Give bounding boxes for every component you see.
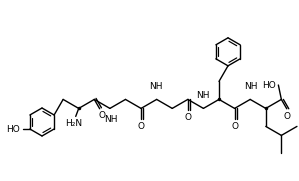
Text: NH: NH	[196, 91, 209, 100]
Text: HO: HO	[6, 125, 20, 134]
Text: NH: NH	[104, 115, 118, 124]
Text: NH: NH	[245, 82, 258, 91]
Text: O: O	[184, 113, 191, 122]
Text: O: O	[98, 111, 105, 120]
Text: O: O	[138, 122, 145, 131]
Text: HO: HO	[263, 81, 276, 90]
Text: H₂N: H₂N	[65, 119, 82, 128]
Text: O: O	[231, 122, 238, 131]
Text: O: O	[283, 112, 290, 121]
Text: NH: NH	[149, 82, 162, 91]
